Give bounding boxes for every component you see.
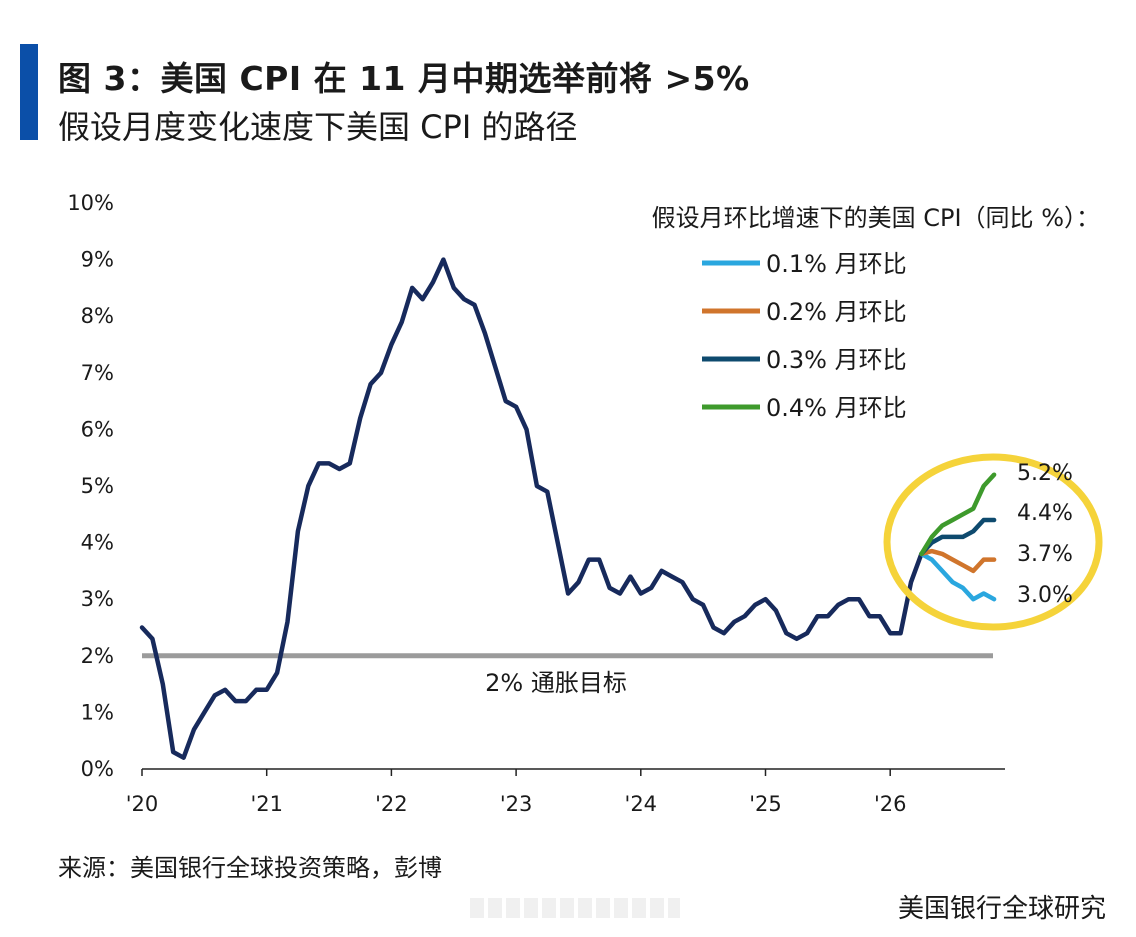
y-tick-label: 9%: [81, 248, 114, 272]
y-tick-label: 10%: [67, 191, 114, 215]
title-accent-bar: [20, 44, 38, 140]
x-tick-label: '21: [250, 792, 283, 816]
legend-group: 假设月环比增速下的美国 CPI（同比 %）： 0.1% 月环比 0.2% 月环比 0.…: [652, 204, 1100, 422]
y-tick-label: 2%: [81, 644, 114, 668]
legend-title: 假设月环比增速下的美国 CPI（同比 %）：: [652, 204, 1100, 232]
legend-label: 0.1% 月环比: [766, 250, 907, 278]
scenario-line-3: [919, 517, 997, 557]
y-tick-label: 1%: [81, 700, 114, 724]
scenario-line-1: [919, 551, 997, 602]
y-tick-label: 5%: [81, 474, 114, 498]
brand-mark: 美国银行全球研究: [897, 894, 1106, 924]
x-tick-label: '25: [749, 792, 782, 816]
y-tick-label: 7%: [81, 361, 114, 385]
x-tick-label: '20: [126, 792, 159, 816]
x-tick-label: '23: [500, 792, 533, 816]
series-group: [139, 257, 997, 760]
y-tick-label: 0%: [81, 757, 114, 781]
decorative-strip: [470, 898, 680, 918]
y-tick-label: 4%: [81, 531, 114, 555]
legend-label: 0.3% 月环比: [766, 346, 907, 374]
chart-subtitle: 假设月度变化速度下美国 CPI 的路径: [58, 108, 578, 146]
legend-label: 0.2% 月环比: [766, 298, 907, 326]
source-note: 来源：美国银行全球投资策略，彭博: [58, 854, 442, 882]
x-tick-label: '24: [625, 792, 658, 816]
projection-highlight-group: 5.2% 4.4% 3.7% 3.0%: [883, 453, 1103, 631]
y-tick-label: 6%: [81, 417, 114, 441]
y-tick-label: 3%: [81, 587, 114, 611]
projection-highlight-circle: [883, 453, 1103, 631]
end-value-label: 3.7%: [1017, 542, 1073, 567]
end-value-label: 5.2%: [1017, 461, 1073, 486]
cpi-line-chart: 2% 通胀目标 '20 '21 '22 '23 '24 '25 '26 0% 1% 2% 3% 4% 5…: [67, 191, 1103, 816]
chart-title: 图 3：美国 CPI 在 11 月中期选举前将 >5%: [58, 59, 750, 98]
end-value-label: 4.4%: [1017, 501, 1073, 526]
legend-label: 0.4% 月环比: [766, 394, 907, 422]
scenario-line-2: [919, 548, 997, 574]
inflation-target-group: 2% 通胀目标: [142, 653, 993, 697]
axes-group: '20 '21 '22 '23 '24 '25 '26 0% 1% 2% 3% 4% 5% 6% 7% 8% 9…: [67, 191, 1005, 816]
inflation-target-label: 2% 通胀目标: [485, 669, 627, 697]
y-tick-label: 8%: [81, 304, 114, 328]
scenario-line-4: [919, 472, 997, 557]
end-value-label: 3.0%: [1017, 583, 1073, 608]
cpi-history-line: [139, 257, 924, 760]
x-tick-label: '26: [874, 792, 907, 816]
x-tick-label: '22: [375, 792, 408, 816]
